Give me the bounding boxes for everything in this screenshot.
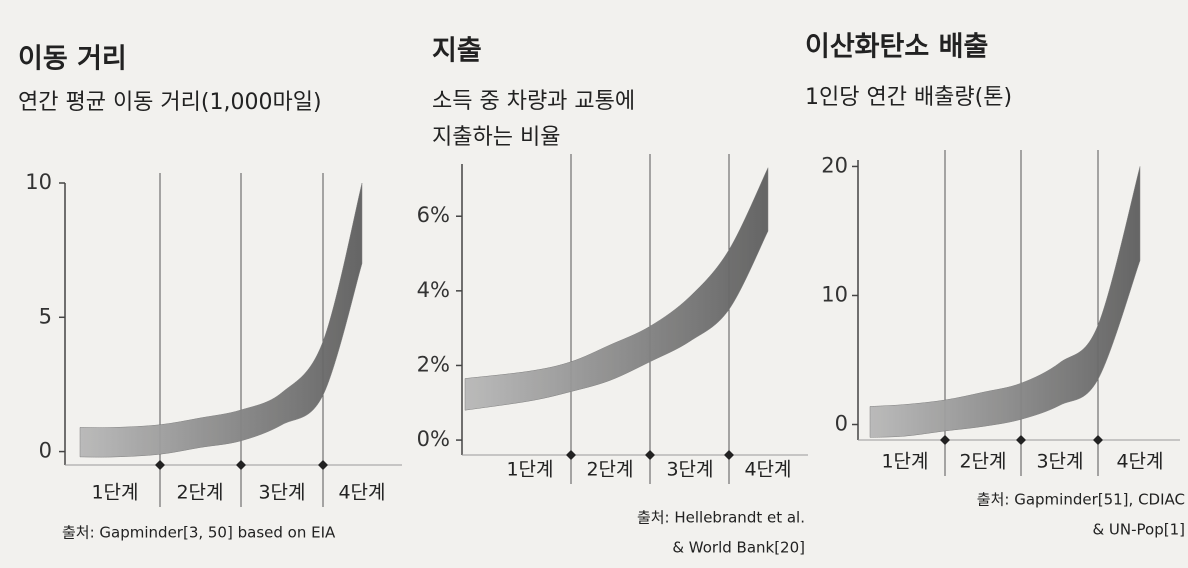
y-tick-label: 2% (417, 352, 450, 376)
y-tick-label: 20 (821, 153, 848, 177)
x-tick-label: 2단계 (586, 459, 633, 481)
y-tick-label: 0% (417, 427, 450, 451)
x-tick-label: 3단계 (1036, 451, 1083, 473)
stage-marker (724, 450, 734, 460)
source: 출처: Hellebrandt et al. (637, 509, 805, 527)
y-tick-label: 0 (835, 412, 848, 436)
stage-marker (940, 435, 950, 445)
stage-marker (645, 450, 655, 460)
x-tick-label: 2단계 (176, 482, 223, 504)
subtitle: 지출하는 비율 (432, 125, 560, 150)
x-tick-label: 1단계 (506, 459, 553, 481)
stage-marker (1016, 435, 1026, 445)
source: & World Bank[20] (672, 539, 805, 557)
x-tick-label: 4단계 (1116, 451, 1163, 473)
stage-marker (155, 460, 165, 470)
chart-title: 지출 (432, 36, 482, 67)
source: 출처: Gapminder[3, 50] based on EIA (62, 524, 336, 542)
chart-title: 이산화탄소 배출 (805, 32, 988, 63)
source: 출처: Gapminder[51], CDIAC (977, 491, 1185, 509)
y-tick-label: 5 (39, 304, 52, 328)
stage-marker (566, 450, 576, 460)
x-tick-label: 2단계 (959, 451, 1006, 473)
x-tick-label: 1단계 (91, 482, 138, 504)
x-tick-label: 3단계 (258, 482, 305, 504)
y-tick-label: 10 (25, 170, 52, 194)
y-tick-label: 10 (821, 282, 848, 306)
stage-marker (318, 460, 328, 470)
x-tick-label: 4단계 (744, 459, 791, 481)
band (79, 182, 363, 458)
stage-marker (1093, 435, 1103, 445)
x-tick-label: 4단계 (338, 482, 385, 504)
chart-title: 이동 거리 (18, 44, 127, 75)
stage-marker (236, 460, 246, 470)
x-tick-label: 3단계 (666, 459, 713, 481)
subtitle: 소득 중 차량과 교통에 (432, 89, 635, 114)
source: & UN-Pop[1] (1092, 521, 1185, 539)
x-tick-label: 1단계 (881, 451, 928, 473)
band (869, 166, 1141, 438)
y-tick-label: 0 (39, 439, 52, 463)
y-tick-label: 4% (417, 278, 450, 302)
subtitle: 연간 평균 이동 거리(1,000마일) (18, 90, 322, 115)
y-tick-label: 6% (417, 203, 450, 227)
band (464, 167, 769, 411)
subtitle: 1인당 연간 배출량(톤) (805, 85, 1012, 110)
